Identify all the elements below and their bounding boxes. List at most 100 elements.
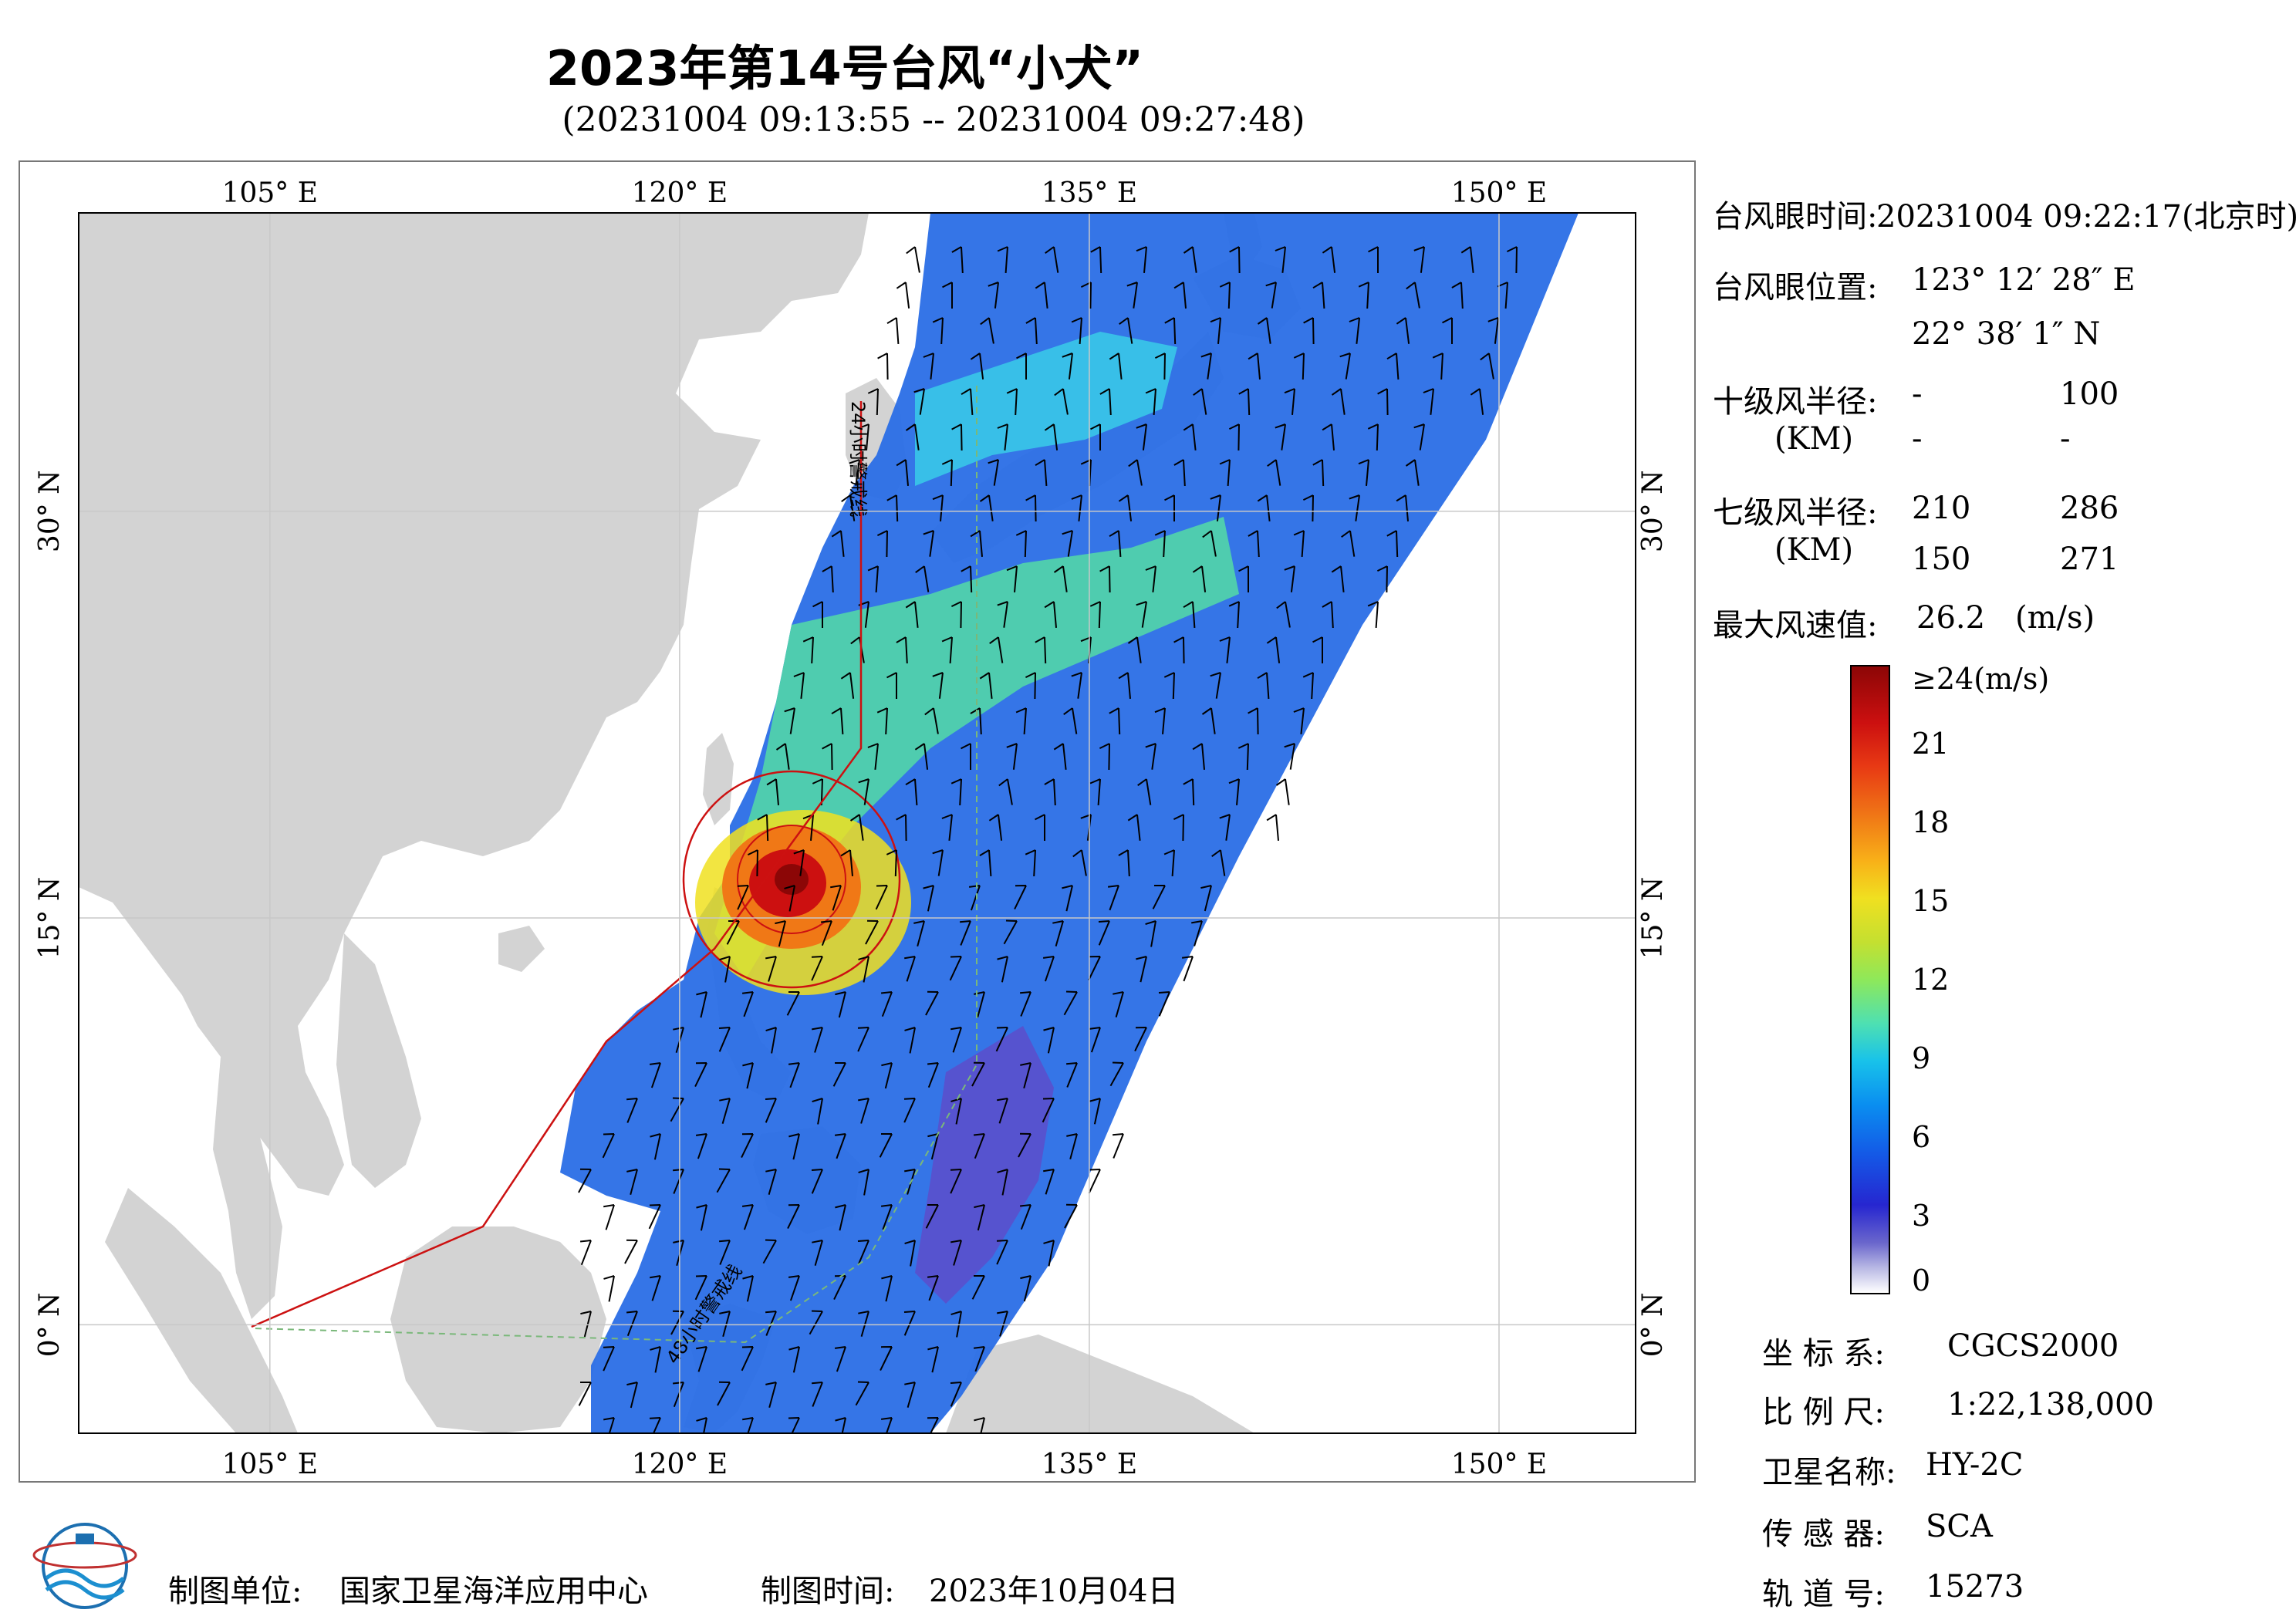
- wind-barb: [896, 282, 910, 309]
- wind-barb: [670, 1097, 684, 1122]
- wind-barb: [1173, 282, 1187, 309]
- wind-barb: [1238, 388, 1251, 416]
- wind-barb: [1257, 672, 1270, 699]
- wind-barb: [996, 1240, 1008, 1265]
- wind-barb: [1367, 423, 1379, 451]
- land-indochina: [336, 933, 421, 1188]
- wind-barb: [970, 530, 983, 557]
- crs-label: 坐 标 系:: [1762, 1336, 1885, 1372]
- wind-barb: [1016, 353, 1027, 380]
- wind-barb: [1043, 1240, 1055, 1267]
- wind-speed-colorbar: [1850, 665, 1890, 1294]
- wind-barb: [997, 423, 1008, 450]
- wind-barb: [1331, 388, 1346, 415]
- wind-barb: [784, 707, 795, 734]
- wind-barb: [1284, 565, 1295, 592]
- org-label: 制图单位:: [168, 1574, 302, 1609]
- wind-barb: [875, 885, 888, 910]
- wind-barb: [896, 459, 909, 486]
- wind-barb: [696, 1204, 707, 1231]
- wind-barb: [1098, 920, 1110, 946]
- wind-barb: [970, 707, 982, 735]
- wind-barb: [747, 849, 758, 877]
- wind-barb: [927, 1417, 939, 1433]
- wind-barb: [1358, 282, 1369, 309]
- r10-value-2: 100: [2060, 376, 2119, 412]
- wind-barb: [950, 601, 962, 629]
- wind-barb: [1145, 565, 1156, 592]
- wind-barb: [1181, 956, 1194, 982]
- r10-label: 十级风半径:: [1713, 384, 1878, 420]
- wind-barb: [1322, 423, 1335, 450]
- wind-barb: [1275, 423, 1286, 450]
- wind-barb: [1228, 423, 1240, 451]
- wind-barb: [927, 1062, 939, 1088]
- wind-barb: [1035, 282, 1048, 309]
- wind-barb: [927, 1346, 939, 1373]
- wind-barb: [741, 1346, 754, 1372]
- wind-barb: [812, 1027, 823, 1053]
- satellite-value: HY-2C: [1926, 1447, 2024, 1483]
- wind-barb: [1442, 317, 1453, 344]
- wind-barb: [719, 1098, 731, 1124]
- wind-barb: [1099, 388, 1112, 416]
- wind-barb: [1044, 778, 1056, 806]
- wind-barb: [880, 1417, 893, 1433]
- wind-barb: [835, 991, 846, 1018]
- wind-barb: [811, 1169, 823, 1194]
- wind-barb: [762, 1239, 777, 1264]
- wind-barb: [1025, 317, 1038, 345]
- lat-tick-right: 30° N: [1637, 470, 1669, 552]
- wind-barb: [1019, 1204, 1032, 1230]
- wind-barb: [811, 956, 823, 981]
- wind-barb: [1211, 849, 1226, 876]
- wind-barb: [903, 1098, 916, 1123]
- wind-barb: [809, 1310, 823, 1335]
- wind-barb: [716, 1168, 731, 1193]
- wind-barb: [788, 1275, 800, 1301]
- wind-barb: [786, 991, 800, 1016]
- wind-barb: [1163, 672, 1175, 700]
- nsoas-logo-icon: [32, 1523, 137, 1609]
- max-wind-unit: (m/s): [2015, 600, 2095, 636]
- wind-barb: [626, 1311, 638, 1337]
- wind-barb: [904, 956, 916, 982]
- wind-barb: [830, 885, 842, 911]
- wind-barb: [1487, 317, 1499, 344]
- wind-barb: [718, 1027, 731, 1052]
- wind-barb: [1035, 636, 1047, 664]
- wind-barb: [650, 1133, 661, 1160]
- wind-barb: [1158, 991, 1170, 1017]
- wind-barb: [905, 778, 918, 805]
- map-title: 2023年第14号台风“小犬”: [545, 40, 1144, 96]
- wind-barb: [832, 1062, 846, 1087]
- wind-barb: [998, 778, 1013, 805]
- wind-barb: [1423, 388, 1434, 415]
- wind-barb: [858, 1311, 869, 1337]
- wind-barb: [941, 636, 953, 663]
- wind-barb: [980, 317, 994, 344]
- wind-barb: [741, 1133, 754, 1159]
- wind-barb: [1035, 814, 1045, 841]
- wind-barb: [1396, 317, 1410, 344]
- wind-swath-lightblue: [915, 332, 1177, 486]
- colorbar-tick: 15: [1912, 884, 1950, 918]
- land-taiwan: [703, 733, 734, 825]
- wind-barb: [812, 1382, 823, 1407]
- land-borneo: [390, 1227, 606, 1433]
- date-value: 2023年10月04日: [929, 1574, 1179, 1609]
- wind-barb: [886, 672, 897, 699]
- wind-barb: [802, 636, 814, 664]
- wind-barb: [858, 778, 869, 805]
- wind-barb: [1386, 353, 1400, 380]
- wind-barb: [886, 317, 900, 344]
- wind-barb: [1210, 494, 1221, 521]
- wind-barb: [1154, 530, 1166, 558]
- wind-barb: [1192, 565, 1207, 592]
- satellite-label: 卫星名称:: [1762, 1455, 1896, 1490]
- wind-swath-purple: [915, 1026, 1054, 1304]
- wind-barb: [1275, 246, 1286, 273]
- wind-barb: [1367, 601, 1379, 628]
- wind-barb: [1035, 459, 1048, 486]
